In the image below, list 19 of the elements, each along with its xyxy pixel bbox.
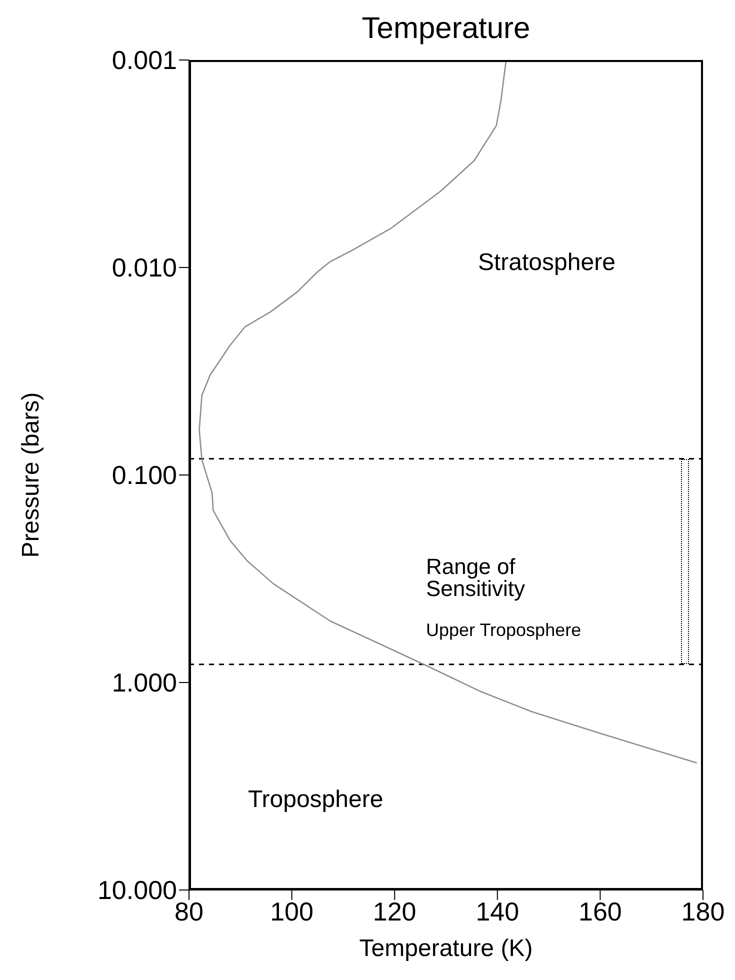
x-tick-label: 160 (578, 896, 622, 926)
y-tick-label: 1.000 (112, 668, 177, 698)
y-axis-title: Pressure (bars) (18, 392, 45, 558)
x-axis-title: Temperature (K) (359, 935, 533, 962)
line-series (198, 60, 698, 764)
x-tick-label: 180 (681, 896, 725, 926)
annotation: Troposphere (248, 786, 384, 813)
x-tick-label: 100 (270, 896, 314, 926)
annotation: Upper Troposphere (426, 620, 582, 640)
y-tick-label: 0.100 (112, 460, 177, 490)
y-tick-label: 0.010 (112, 252, 177, 283)
y-tick-label: 0.001 (112, 45, 177, 76)
x-tick-label: 120 (372, 896, 416, 926)
y-tick-label: 10.000 (97, 875, 177, 906)
x-tick-label: 140 (476, 896, 520, 926)
annotation: Range of Sensitivity (426, 554, 526, 601)
annotation: Stratosphere (478, 249, 616, 276)
x-tick-label: 80 (174, 896, 204, 926)
chart-title: Temperature (360, 12, 532, 46)
